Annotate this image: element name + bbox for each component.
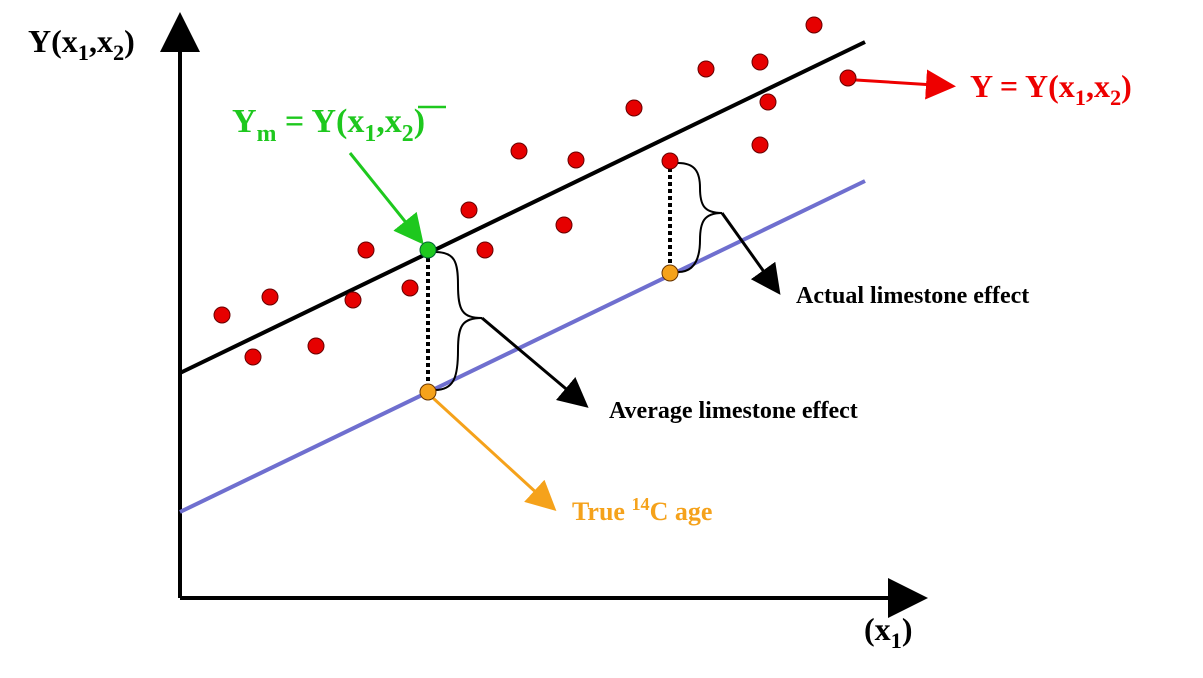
true-age-point bbox=[661, 264, 679, 282]
brace bbox=[677, 162, 723, 273]
x-axis-label: (x1) bbox=[864, 611, 913, 653]
arrow bbox=[348, 152, 424, 245]
true-age-label: True 14C age bbox=[572, 494, 712, 526]
true-age-point bbox=[419, 383, 437, 401]
arrow bbox=[481, 316, 589, 408]
observations bbox=[213, 16, 857, 366]
model-line bbox=[179, 40, 866, 375]
y-axis-label: Y(x1,x2) bbox=[28, 23, 135, 65]
model-point bbox=[419, 241, 437, 259]
observed-label: Y = Y(x1,x2) bbox=[970, 68, 1132, 110]
true-age-line bbox=[179, 179, 866, 514]
average-effect-label: Average limestone effect bbox=[609, 398, 858, 424]
arrow bbox=[855, 69, 956, 100]
model-label: Ym = Y(x1,x2) bbox=[232, 103, 425, 147]
actual-effect-label: Actual limestone effect bbox=[796, 283, 1029, 309]
arrow bbox=[431, 396, 557, 512]
arrow bbox=[720, 212, 781, 295]
